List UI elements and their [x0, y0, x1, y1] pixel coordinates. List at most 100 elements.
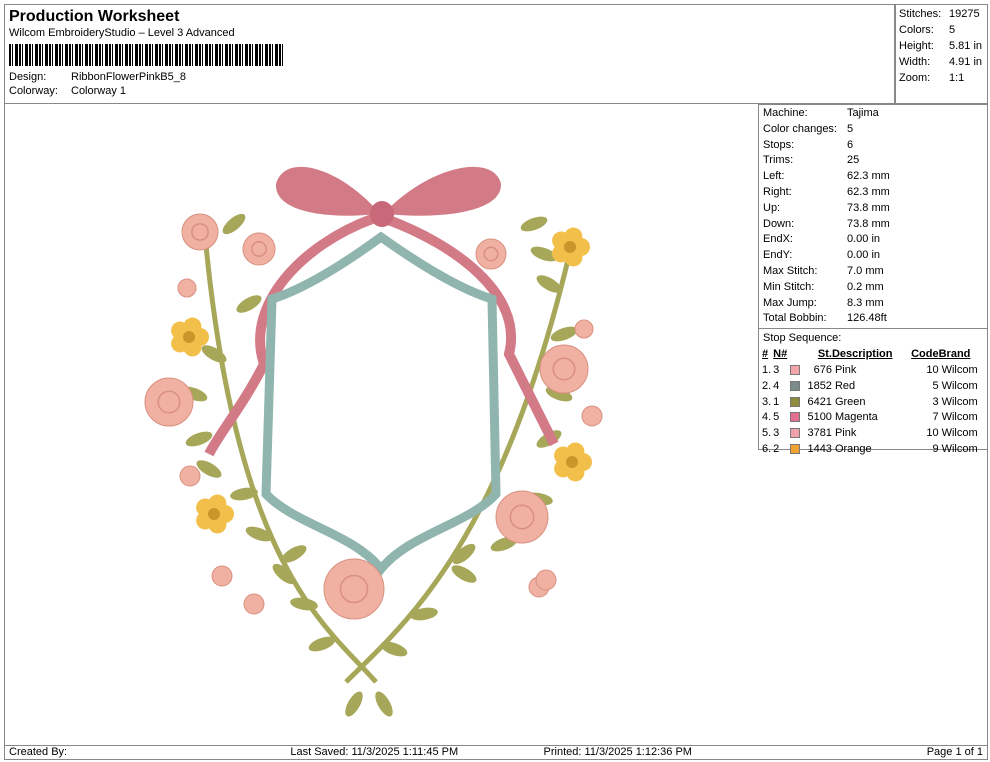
property-label: Trims:: [763, 154, 794, 167]
rose: [179, 465, 201, 487]
needle-number: 2: [773, 442, 780, 455]
properties-list: Machine: Tajima Color changes: 5 Stops: 6 Trim…: [759, 105, 987, 330]
leaf: [375, 691, 393, 717]
software-name: Wilcom EmbroideryStudio – Level 3 Advanc…: [9, 27, 235, 39]
rose: [243, 593, 265, 615]
property-row: Max Jump: 8.3 mm: [763, 296, 983, 312]
rose: [211, 565, 233, 587]
property-row: Trims: 25: [763, 153, 983, 169]
rose: [581, 405, 603, 427]
stitch-count: 5100: [807, 411, 832, 424]
swatch-cell: [790, 410, 802, 426]
worksheet-header: Production Worksheet Wilcom EmbroiderySt…: [4, 4, 895, 104]
leaf: [222, 213, 246, 235]
color-description: Green: [834, 395, 866, 408]
leaf: [410, 607, 438, 621]
stop-row: 5. 3 3781 Pink 10 Wilcom: [762, 426, 986, 442]
rose-center: [339, 574, 369, 604]
color-description: Magenta: [834, 411, 878, 424]
design-value: RibbonFlowerPinkB5_8: [71, 71, 186, 83]
bow-knot: [370, 201, 394, 227]
property-row: Color changes: 5: [763, 122, 983, 138]
property-value: 126.48ft: [847, 312, 887, 325]
property-label: EndY:: [763, 249, 793, 262]
needle-number: 3: [773, 427, 780, 440]
swatch-cell: [790, 395, 802, 411]
needle-number: 5: [773, 411, 780, 424]
leaf: [245, 526, 273, 542]
stop-sequence-table: # N# St. Description Code Brand 1. 3 676 Pink 10 W…: [762, 347, 986, 458]
property-row: Stops: 6: [763, 138, 983, 154]
summary-value: 5.81 in: [949, 40, 983, 52]
swatch-cell: [790, 363, 802, 379]
created-by: Created By:: [9, 746, 68, 758]
page-title: Production Worksheet: [9, 8, 180, 25]
property-label: Left:: [763, 170, 785, 183]
design-label: Design:: [9, 71, 47, 83]
stop-sequence-title: Stop Sequence:: [763, 332, 842, 345]
summary-value: 4.91 in: [949, 56, 983, 68]
leaf: [380, 641, 408, 657]
summary-value: 1:1: [949, 72, 965, 84]
rose: [475, 238, 507, 270]
stop-row: 1. 3 676 Pink 10 Wilcom: [762, 363, 986, 379]
stitch-count: 3781: [807, 427, 832, 440]
colorway-row: Colorway: Colorway 1: [9, 84, 890, 98]
property-value: 8.3 mm: [847, 296, 884, 309]
property-value: Tajima: [847, 107, 879, 119]
stop-index: 4.: [762, 411, 772, 424]
rose: [539, 344, 589, 394]
property-row: Right: 62.3 mm: [763, 185, 983, 201]
summary-row: Stitches: 19275: [899, 6, 984, 22]
rose: [144, 377, 194, 427]
flower-petal: [183, 317, 202, 336]
stop-row: 3. 1 6421 Green 3 Wilcom: [762, 395, 986, 411]
stop-row: 4. 5 5100 Magenta 7 Wilcom: [762, 410, 986, 426]
bow-loop-right: [388, 166, 502, 216]
property-value: 62.3 mm: [847, 185, 890, 198]
property-row: Total Bobbin: 126.48ft: [763, 311, 983, 327]
swatch-cell: [790, 379, 802, 395]
side-panel: Machine: Tajima Color changes: 5 Stops: 6 Trim…: [758, 104, 988, 455]
flower-petal: [208, 494, 227, 513]
property-label: Max Jump:: [763, 296, 817, 309]
property-value: 73.8 mm: [847, 217, 890, 230]
rose: [177, 278, 197, 298]
property-label: Total Bobbin:: [763, 312, 827, 325]
leaf: [185, 431, 213, 447]
ribbon-tail-right: [384, 214, 559, 447]
property-label: Min Stitch:: [763, 280, 815, 293]
rose: [181, 213, 219, 251]
color-description: Pink: [834, 363, 857, 376]
property-row: Max Stitch: 7.0 mm: [763, 264, 983, 280]
last-saved: Last Saved: 11/3/2025 1:11:45 PM: [290, 746, 459, 758]
rose-center: [251, 241, 267, 257]
property-label: Machine:: [763, 107, 808, 119]
column-header: #: [762, 348, 769, 361]
leaf: [451, 565, 477, 583]
property-label: Stops:: [763, 138, 795, 151]
property-row: Min Stitch: 0.2 mm: [763, 280, 983, 296]
stop-index: 6.: [762, 442, 772, 455]
column-header: N#: [773, 348, 788, 361]
stop-row: 6. 2 1443 Orange 9 Wilcom: [762, 442, 986, 458]
property-value: 0.00 in: [847, 233, 881, 246]
color-swatch: [790, 365, 801, 376]
color-description: Red: [834, 379, 856, 392]
leaf: [236, 295, 262, 313]
thread-code: 10: [926, 427, 939, 440]
leaf: [201, 345, 227, 363]
property-value: 73.8 mm: [847, 201, 890, 214]
summary-value: 5: [949, 24, 956, 36]
thread-code: 5: [932, 379, 939, 392]
thread-code: 10: [926, 363, 939, 376]
rose: [323, 558, 385, 620]
thread-brand: Wilcom: [941, 427, 978, 440]
summary-label: Stitches:: [899, 8, 942, 20]
leaf: [520, 216, 548, 232]
color-swatch: [790, 412, 801, 423]
thread-brand: Wilcom: [941, 442, 978, 455]
design-row: Design: RibbonFlowerPinkB5_8: [9, 70, 890, 84]
summary-label: Height:: [899, 40, 934, 52]
property-row: Left: 62.3 mm: [763, 169, 983, 185]
